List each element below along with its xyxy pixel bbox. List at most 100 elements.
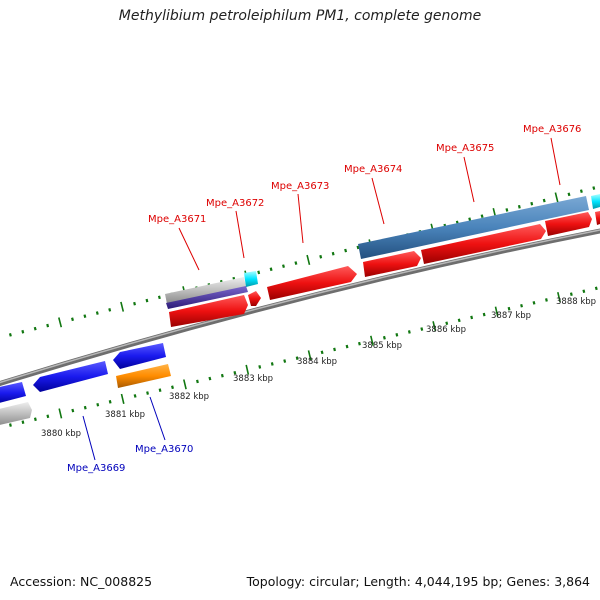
inner-tick [545,298,548,302]
outer-tick [480,214,484,218]
gene-cyan-forward-2[interactable] [591,194,600,209]
kbp-labels: 3880 kbp 3881 kbp 3882 kbp 3883 kbp 3884… [41,297,596,439]
outer-tick [344,248,348,253]
gene-red-forward-5[interactable] [421,224,546,264]
gene-blue-reverse-1[interactable] [0,382,26,404]
inner-tick [482,312,486,317]
gene-blue-reverse-3[interactable] [113,343,166,369]
outer-tick [592,186,596,190]
outer-tick [579,189,583,193]
outer-tick [71,317,74,322]
inner-tick [233,370,237,375]
gene-label-mpe-a3671[interactable]: Mpe_A3671 [148,214,206,225]
gene-label-mpe-a3676[interactable]: Mpe_A3676 [523,124,581,135]
kbp-label: 3888 kbp [556,297,596,307]
inner-tick [21,420,25,424]
gene-red-forward-7[interactable] [595,211,600,225]
kbp-label: 3887 kbp [491,311,531,321]
outer-tick [567,192,571,197]
genome-backbone-highlight [0,229,600,384]
inner-tick [9,423,12,427]
inner-tick-ring [9,286,598,427]
inner-tick [171,385,174,390]
gene-grey-forward[interactable] [165,277,246,304]
outer-tick [133,301,136,306]
inner-tick [333,347,336,352]
gene-blue-reverse-2[interactable] [33,361,108,392]
outer-tick-ring [8,186,596,337]
inner-tick [220,373,224,378]
outer-tick [145,298,149,303]
outer-tick [542,198,546,203]
inner-tick [258,365,262,369]
outer-tick [95,311,99,315]
inner-tick [407,330,411,334]
inner-tick [569,292,573,296]
gene-steelblue-forward[interactable] [358,196,589,259]
forward-strand-genes [165,194,600,327]
inner-tick [108,400,112,404]
kbp-label: 3881 kbp [105,410,145,420]
inner-tick [520,303,523,308]
inner-tick [494,306,499,317]
outer-tick [319,254,323,259]
gene-label-mpe-a3674[interactable]: Mpe_A3674 [344,164,402,175]
outer-tick [157,295,161,300]
forward-leader-lines [178,137,561,271]
inner-tick [46,414,50,419]
gene-red-forward-6[interactable] [545,212,592,236]
outer-tick [306,254,311,265]
outer-tick [58,317,63,328]
gene-label-mpe-a3675[interactable]: Mpe_A3675 [436,143,494,154]
inner-tick [196,379,199,384]
gene-label-mpe-a3669[interactable]: Mpe_A3669 [67,463,125,474]
inner-tick [146,391,149,395]
outer-tick [356,245,360,250]
outer-tick [108,308,112,312]
gene-cyan-forward[interactable] [244,271,258,287]
genome-summary-text: Topology: circular; Length: 4,044,195 bp… [246,574,590,589]
gene-label-mpe-a3673[interactable]: Mpe_A3673 [271,181,329,192]
inner-tick [532,301,536,305]
outer-tick [83,314,87,318]
gene-red-forward-3[interactable] [267,266,357,300]
gene-orange-reverse[interactable] [116,364,171,388]
inner-tick [395,333,399,337]
map-title: Methylibium petroleiphilum PM1, complete… [118,8,482,24]
gene-purple-forward[interactable] [166,286,248,309]
kbp-label: 3886 kbp [426,325,466,335]
kbp-label: 3884 kbp [297,357,337,367]
inner-tick [33,417,37,422]
kbp-label: 3885 kbp [362,341,402,351]
outer-tick [331,251,335,256]
outer-tick [257,270,261,275]
reverse-leader-lines [82,396,166,461]
inner-tick [295,356,299,360]
inner-tick [470,315,474,320]
inner-tick [158,388,162,392]
outer-tick [554,192,559,203]
inner-tick [594,286,598,291]
outer-tick [530,201,534,206]
inner-tick [420,327,424,331]
gene-red-forward-1[interactable] [169,295,248,327]
inner-tick [245,364,250,375]
kbp-label: 3882 kbp [169,392,209,402]
gene-red-forward-2[interactable] [248,291,261,306]
inner-tick [307,350,312,361]
gene-grey-reverse[interactable] [0,402,32,426]
gene-red-forward-4[interactable] [363,251,421,277]
forward-gene-labels: Mpe_A3671 Mpe_A3672 Mpe_A3673 Mpe_A3674 … [148,124,581,225]
kbp-label: 3883 kbp [233,374,273,384]
inner-tick [370,335,374,346]
outer-tick [517,204,521,209]
gene-label-mpe-a3672[interactable]: Mpe_A3672 [206,198,264,209]
inner-tick [345,344,349,349]
outer-tick [8,333,12,337]
inner-tick [71,408,75,413]
outer-tick [282,264,285,268]
inner-tick [445,321,449,326]
reverse-gene-labels: Mpe_A3669 Mpe_A3670 [67,444,193,474]
gene-label-mpe-a3670[interactable]: Mpe_A3670 [135,444,193,455]
